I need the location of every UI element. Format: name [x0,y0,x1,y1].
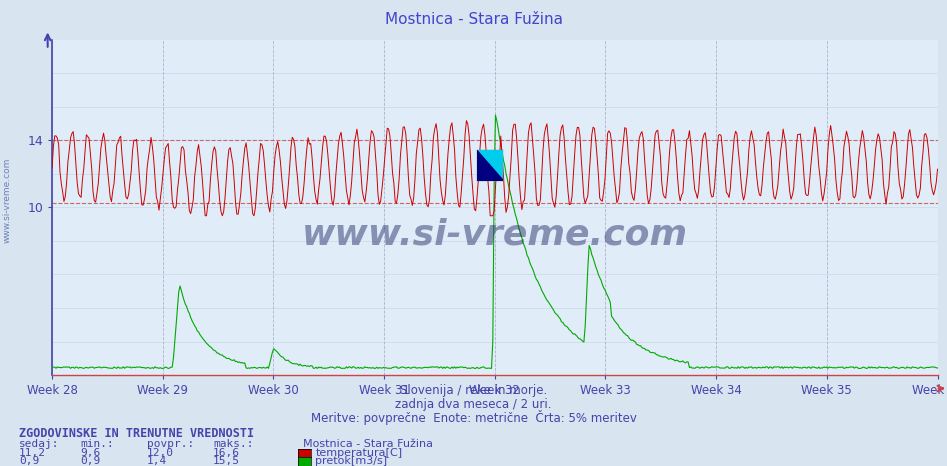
Text: sedaj:: sedaj: [19,439,60,449]
Text: ZGODOVINSKE IN TRENUTNE VREDNOSTI: ZGODOVINSKE IN TRENUTNE VREDNOSTI [19,427,254,440]
Text: www.si-vreme.com: www.si-vreme.com [302,217,688,251]
Text: povpr.:: povpr.: [147,439,194,449]
Text: zadnja dva meseca / 2 uri.: zadnja dva meseca / 2 uri. [395,398,552,411]
Text: 0,9: 0,9 [80,456,100,466]
Text: Meritve: povprečne  Enote: metrične  Črta: 5% meritev: Meritve: povprečne Enote: metrične Črta:… [311,410,636,425]
Text: Mostnica - Stara Fužina: Mostnica - Stara Fužina [384,12,563,27]
Text: www.si-vreme.com: www.si-vreme.com [3,158,12,243]
Text: 9,6: 9,6 [80,448,100,458]
Text: Mostnica - Stara Fužina: Mostnica - Stara Fužina [303,439,433,449]
Text: maks.:: maks.: [213,439,254,449]
Text: 12,0: 12,0 [147,448,174,458]
Polygon shape [476,150,503,180]
Text: min.:: min.: [80,439,115,449]
Text: 11,2: 11,2 [19,448,46,458]
Text: 16,6: 16,6 [213,448,241,458]
Text: 0,9: 0,9 [19,456,39,466]
Text: temperatura[C]: temperatura[C] [315,448,402,458]
Text: 15,5: 15,5 [213,456,241,466]
Text: 1,4: 1,4 [147,456,167,466]
Polygon shape [476,150,503,180]
Text: Slovenija / reke in morje.: Slovenija / reke in morje. [400,384,547,397]
Text: pretok[m3/s]: pretok[m3/s] [315,456,387,466]
